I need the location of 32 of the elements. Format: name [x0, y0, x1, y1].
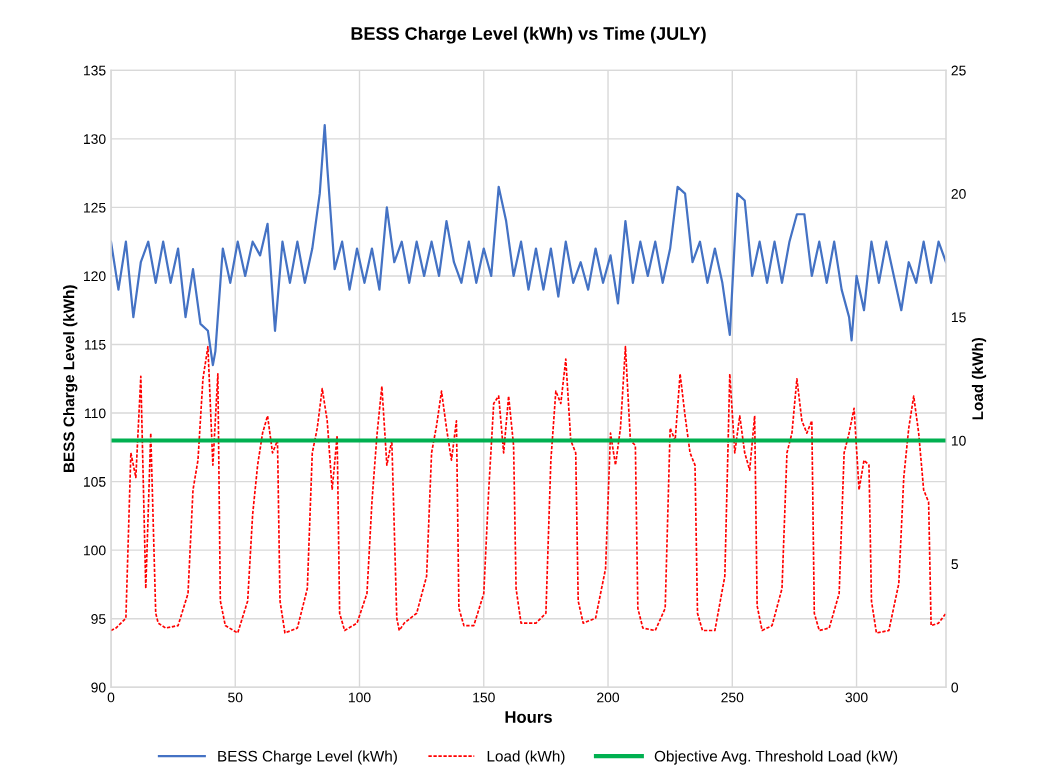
y-axis-title: BESS Charge Level (kWh)	[63, 285, 78, 472]
y2-tick-label: 15	[951, 312, 966, 323]
y2-tick-label: 10	[951, 435, 966, 446]
y2-tick-label: 20	[951, 189, 966, 199]
y-tick-label: 100	[84, 545, 106, 556]
x-tick-label: 300	[845, 692, 868, 703]
y2-tick-label: 25	[951, 65, 966, 76]
x-tick-label: 0	[107, 692, 115, 703]
y-tick-label: 125	[84, 202, 106, 213]
line-series	[110, 124, 947, 367]
y2-axis-title: Load (kWh)	[971, 337, 987, 420]
x-axis-title: Hours	[505, 711, 552, 723]
y-tick-label: 130	[84, 134, 106, 145]
y-tick-label: 90	[91, 682, 106, 693]
legend-label: Objective Avg. Threshold Load (kW)	[654, 750, 898, 765]
legend-label: BESS Charge Level (kWh)	[218, 750, 397, 765]
legend-label: Load (kWh)	[487, 750, 565, 765]
chart-title: BESS Charge Level (kWh) vs Time (JULY)	[351, 26, 706, 44]
x-tick-label: 50	[228, 692, 243, 703]
line-series	[110, 345, 947, 634]
y-tick-label: 135	[84, 65, 106, 76]
y-tick-label: 105	[84, 476, 106, 487]
y-tick-label: 95	[91, 614, 106, 624]
x-tick-label: 100	[348, 692, 371, 703]
x-tick-label: 150	[473, 692, 495, 703]
y2-tick-label: 5	[951, 559, 959, 570]
y2-tick-label: 0	[951, 682, 959, 693]
x-tick-label: 250	[721, 692, 744, 703]
y-tick-label: 115	[85, 339, 106, 350]
y-tick-label: 120	[84, 271, 106, 282]
x-tick-label: 200	[597, 692, 620, 703]
y-tick-label: 110	[85, 408, 106, 419]
